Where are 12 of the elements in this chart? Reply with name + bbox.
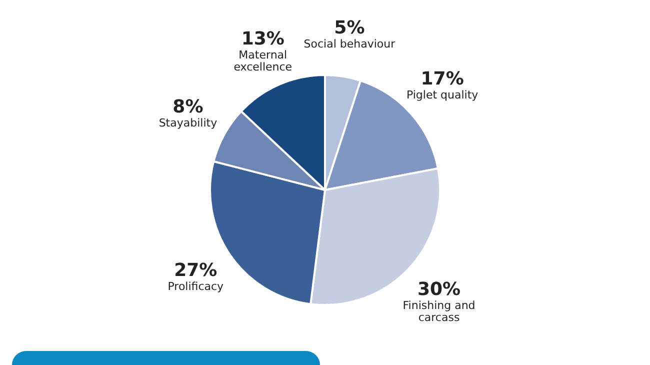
- slice-label: Piglet quality: [406, 88, 479, 102]
- data-label: 30%: [417, 279, 461, 300]
- slice-label: Finishing and carcass: [402, 299, 476, 324]
- data-label: 27%: [174, 260, 218, 281]
- slice-label: Social behaviour: [304, 38, 396, 51]
- slice-label: Prolificacy: [168, 280, 224, 293]
- slice-label: Maternal excellence: [234, 48, 292, 74]
- slice-label: Stayability: [158, 116, 218, 130]
- data-label: 8%: [172, 96, 204, 118]
- data-label: 5%: [334, 18, 365, 39]
- data-label: 17%: [420, 68, 464, 90]
- data-label: 13%: [241, 28, 284, 50]
